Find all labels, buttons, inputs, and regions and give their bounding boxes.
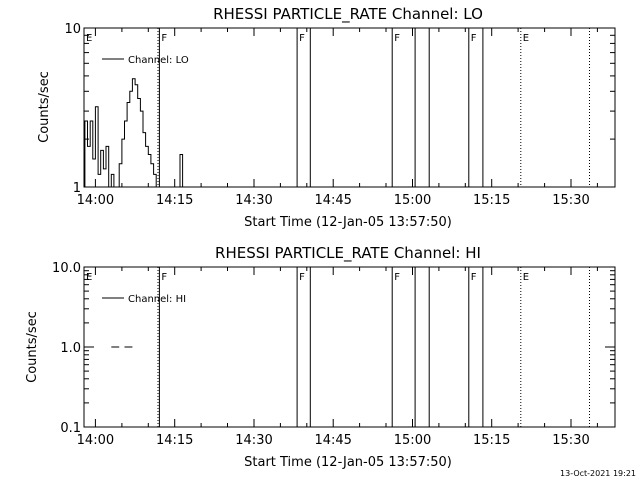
flag-label-hi-1: F — [161, 272, 167, 283]
y-ticks-hi: 0.1 1.0 10.0 — [52, 261, 615, 436]
flag-label-lo-1: F — [161, 33, 167, 44]
x-ticks-hi: 14:00 14:15 14:30 14:45 15:00 15:15 15:30 — [77, 267, 598, 448]
x-tick-label-lo-5: 15:15 — [473, 193, 510, 208]
x-tick-label-lo-3: 14:45 — [314, 193, 351, 208]
x-tick-label-hi-2: 14:30 — [235, 433, 272, 448]
y-tick-label-hi-2: 10.0 — [52, 261, 81, 276]
x-ticks-lo: 14:00 14:15 14:30 14:45 15:00 15:15 15:30 — [77, 28, 598, 208]
legend-label-hi: Channel: HI — [128, 294, 186, 305]
y-axis-label-hi: Counts/sec — [25, 311, 40, 383]
y-tick-label-lo-0: 1 — [73, 181, 81, 196]
x-tick-label-lo-2: 14:30 — [235, 193, 272, 208]
series-lo-segment-2 — [179, 154, 184, 187]
plot-frame-hi — [83, 266, 616, 428]
flag-label-lo-4: F — [471, 33, 477, 44]
flag-label-lo-5: E — [523, 33, 529, 44]
x-tick-label-hi-5: 15:15 — [473, 433, 510, 448]
series-lo-segment-0 — [84, 106, 115, 188]
flag-label-hi-5: E — [523, 272, 529, 283]
x-tick-label-lo-1: 14:15 — [156, 193, 193, 208]
plot-frame-lo — [83, 27, 616, 188]
x-tick-label-lo-4: 15:00 — [394, 193, 431, 208]
flag-label-lo-2: F — [299, 33, 305, 44]
legend-label-lo: Channel: LO — [128, 55, 189, 66]
flag-label-lo-0: E — [86, 33, 92, 44]
x-tick-label-lo-0: 14:00 — [77, 193, 114, 208]
x-tick-label-lo-6: 15:30 — [552, 193, 589, 208]
flag-lines-hi — [157, 267, 590, 427]
chart-title-hi: RHESSI PARTICLE_RATE Channel: HI — [215, 244, 481, 263]
series-lo-segment-1 — [118, 78, 157, 187]
flag-label-lo-3: F — [394, 33, 400, 44]
flag-label-hi-2: F — [299, 272, 305, 283]
x-tick-label-hi-0: 14:00 — [77, 433, 114, 448]
legend-hi: Channel: HI — [102, 294, 186, 305]
y-ticks-lo: 1 10 — [64, 22, 615, 196]
flag-label-hi-0: E — [86, 272, 92, 283]
x-tick-label-hi-6: 15:30 — [552, 433, 589, 448]
footer-timestamp: 13-Oct-2021 19:21 — [560, 469, 636, 478]
y-axis-label-lo: Counts/sec — [37, 71, 52, 143]
x-tick-label-hi-3: 14:45 — [314, 433, 351, 448]
flag-label-hi-4: F — [471, 272, 477, 283]
x-tick-label-hi-4: 15:00 — [394, 433, 431, 448]
y-tick-label-hi-0: 0.1 — [60, 421, 81, 436]
chart-title-lo: RHESSI PARTICLE_RATE Channel: LO — [213, 5, 483, 24]
flag-label-hi-3: F — [394, 272, 400, 283]
x-tick-label-hi-1: 14:15 — [156, 433, 193, 448]
x-axis-label-lo: Start Time (12-Jan-05 13:57:50) — [244, 215, 452, 230]
y-tick-label-lo-1: 10 — [64, 22, 81, 37]
flag-lines-lo — [157, 28, 590, 187]
series-lo — [84, 78, 184, 188]
y-tick-label-hi-1: 1.0 — [60, 341, 81, 356]
legend-lo: Channel: LO — [102, 55, 189, 66]
x-axis-label-hi: Start Time (12-Jan-05 13:57:50) — [244, 455, 452, 470]
